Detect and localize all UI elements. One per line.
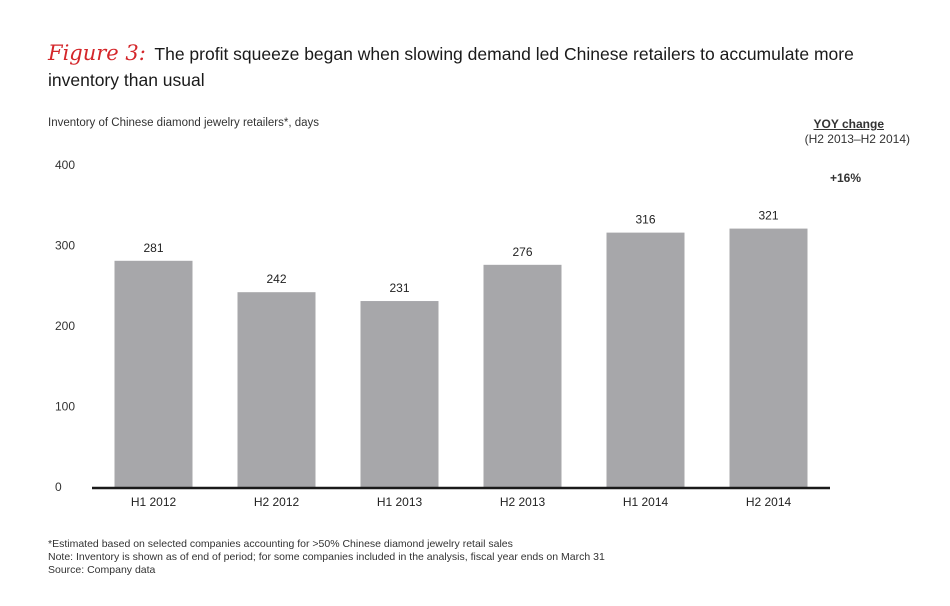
figure-title: Figure 3: The profit squeeze began when …: [48, 40, 928, 93]
x-tick-label: H1 2012: [131, 495, 177, 509]
bar-value-label: 242: [266, 272, 286, 286]
y-tick-label: 400: [55, 158, 75, 172]
footnote-note: Note: Inventory is shown as of end of pe…: [48, 551, 605, 563]
y-tick-label: 300: [55, 239, 75, 253]
bar-value-label: 231: [389, 281, 409, 295]
bar-value-label: 276: [512, 245, 532, 259]
bar-value-label: 316: [635, 213, 655, 227]
x-tick-label: H2 2013: [500, 495, 546, 509]
figure-label: Figure 3:: [48, 41, 146, 65]
footnote-source: Source: Company data: [48, 564, 156, 576]
yoy-heading: YOY change: [813, 117, 884, 131]
bar: [237, 292, 316, 487]
bar: [360, 301, 439, 487]
x-tick-label: H1 2014: [623, 495, 669, 509]
bar: [114, 260, 193, 487]
bar-value-label: 281: [143, 241, 163, 255]
footnote-estimate: *Estimated based on selected companies a…: [48, 538, 513, 550]
x-tick-label: H1 2013: [377, 495, 423, 509]
bar: [606, 232, 685, 487]
footnotes: *Estimated based on selected companies a…: [48, 538, 605, 577]
y-tick-label: 0: [55, 480, 62, 494]
x-tick-label: H2 2012: [254, 495, 300, 509]
title-text: The profit squeeze began when slowing de…: [48, 44, 854, 90]
bar: [729, 228, 808, 487]
yoy-value: +16%: [830, 171, 862, 185]
y-axis-label: Inventory of Chinese diamond jewelry ret…: [48, 117, 320, 129]
y-tick-label: 100: [55, 400, 75, 414]
bar: [483, 264, 562, 487]
y-tick-label: 200: [55, 319, 75, 333]
bar-value-label: 321: [758, 209, 778, 223]
x-tick-label: H2 2014: [746, 495, 792, 509]
yoy-range: (H2 2013–H2 2014): [804, 132, 910, 146]
